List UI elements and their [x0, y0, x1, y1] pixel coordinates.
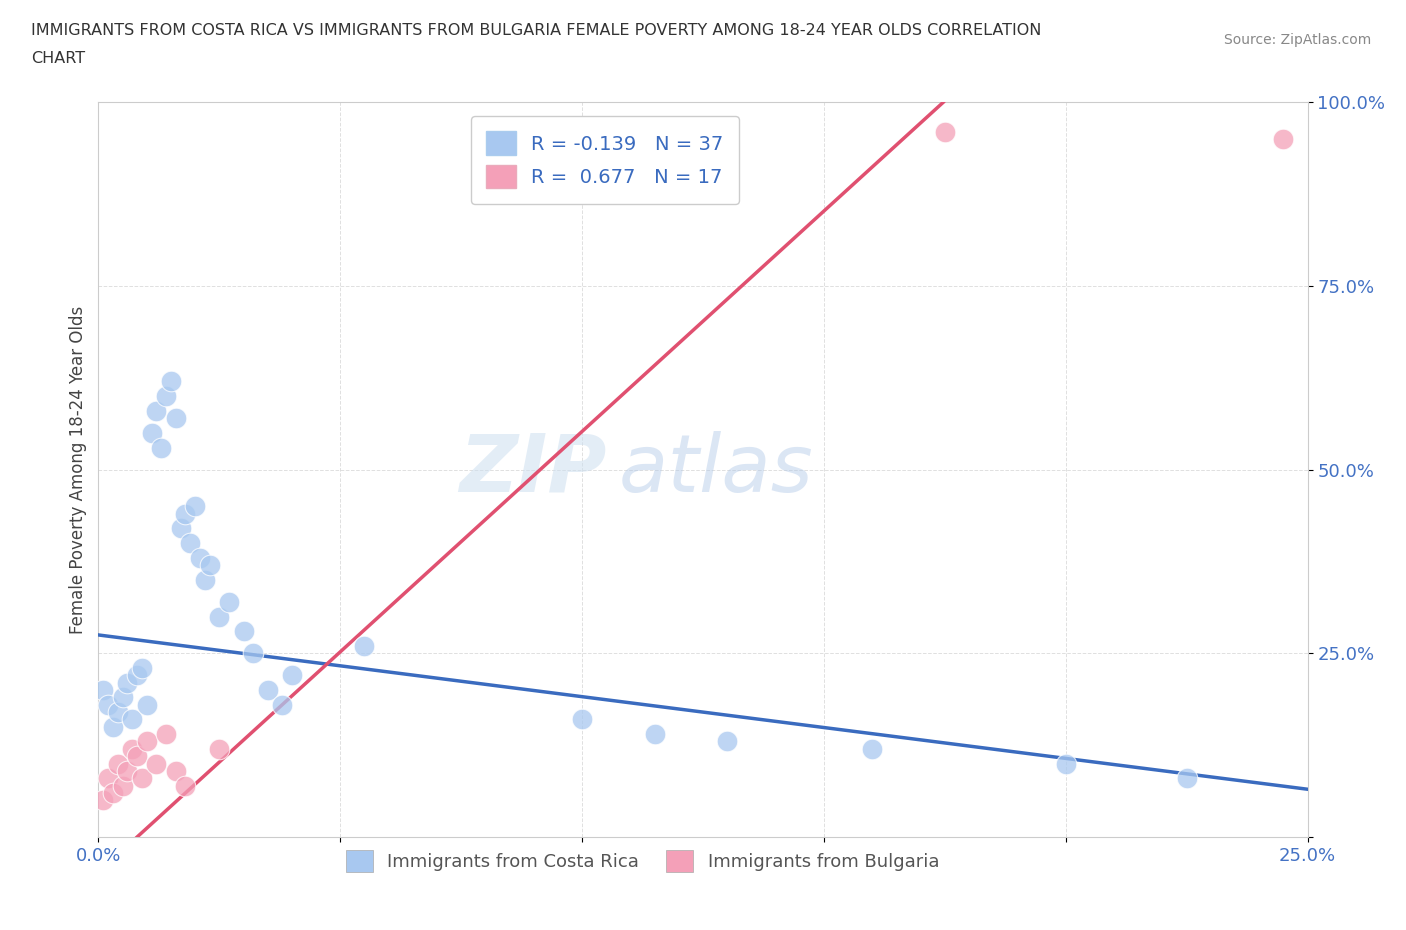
Point	[208, 609, 231, 624]
Point	[117, 764, 139, 778]
Point	[644, 726, 666, 741]
Text: CHART: CHART	[31, 51, 84, 66]
Legend: Immigrants from Costa Rica, Immigrants from Bulgaria: Immigrants from Costa Rica, Immigrants f…	[339, 843, 946, 880]
Text: ZIP: ZIP	[458, 431, 606, 509]
Point	[101, 720, 124, 735]
Point	[1175, 771, 1198, 786]
Point	[179, 536, 201, 551]
Point	[174, 506, 197, 521]
Point	[165, 764, 187, 778]
Point	[860, 741, 883, 756]
Point	[111, 778, 134, 793]
Point	[131, 660, 153, 675]
Point	[232, 624, 254, 639]
Point	[218, 594, 240, 609]
Point	[271, 698, 294, 712]
Point	[155, 389, 177, 404]
Point	[121, 712, 143, 727]
Point	[155, 726, 177, 741]
Point	[141, 426, 163, 441]
Point	[934, 125, 956, 140]
Point	[165, 411, 187, 426]
Point	[135, 734, 157, 749]
Text: Source: ZipAtlas.com: Source: ZipAtlas.com	[1223, 33, 1371, 46]
Point	[127, 668, 149, 683]
Point	[135, 698, 157, 712]
Point	[107, 705, 129, 720]
Text: IMMIGRANTS FROM COSTA RICA VS IMMIGRANTS FROM BULGARIA FEMALE POVERTY AMONG 18-2: IMMIGRANTS FROM COSTA RICA VS IMMIGRANTS…	[31, 23, 1042, 38]
Point	[101, 786, 124, 801]
Point	[174, 778, 197, 793]
Point	[188, 551, 211, 565]
Point	[150, 440, 173, 455]
Point	[208, 741, 231, 756]
Point	[117, 675, 139, 690]
Point	[194, 573, 217, 588]
Point	[91, 683, 114, 698]
Point	[111, 690, 134, 705]
Point	[1054, 756, 1077, 771]
Point	[1272, 131, 1295, 146]
Point	[198, 558, 221, 573]
Point	[97, 698, 120, 712]
Point	[256, 683, 278, 698]
Y-axis label: Female Poverty Among 18-24 Year Olds: Female Poverty Among 18-24 Year Olds	[69, 306, 87, 633]
Text: atlas: atlas	[619, 431, 813, 509]
Point	[121, 741, 143, 756]
Point	[91, 792, 114, 807]
Point	[131, 771, 153, 786]
Point	[242, 646, 264, 661]
Point	[281, 668, 304, 683]
Point	[107, 756, 129, 771]
Point	[145, 756, 167, 771]
Point	[184, 498, 207, 513]
Point	[145, 404, 167, 418]
Point	[97, 771, 120, 786]
Point	[716, 734, 738, 749]
Point	[127, 749, 149, 764]
Point	[353, 639, 375, 654]
Point	[169, 521, 191, 536]
Point	[160, 374, 183, 389]
Point	[571, 712, 593, 727]
